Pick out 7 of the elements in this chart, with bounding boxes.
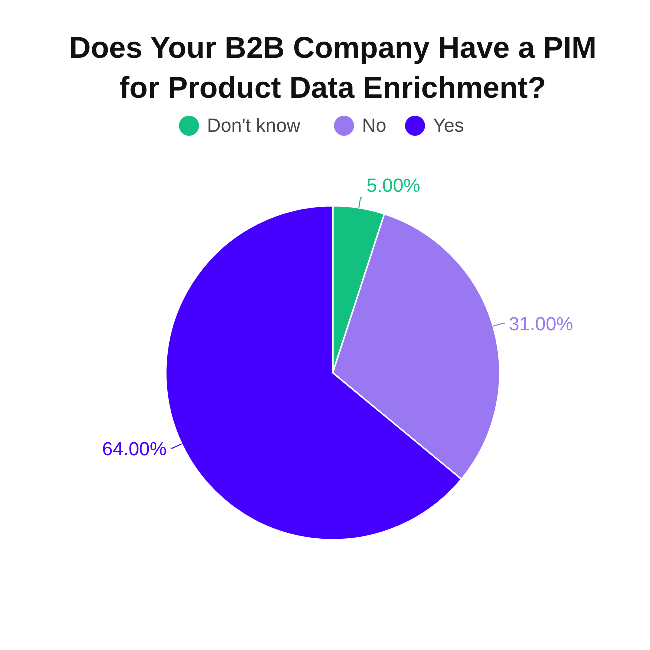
data-label: 64.00%: [102, 439, 167, 460]
data-label: 5.00%: [366, 176, 421, 198]
legend-label: Don't know: [207, 116, 301, 137]
data-label: 31.00%: [508, 314, 574, 336]
chart-title: Does Your B2B Company Have a PIM for Product Data Enrichment?: [69, 32, 597, 105]
legend-label: Yes: [433, 116, 464, 137]
legend-label: No: [362, 116, 387, 137]
